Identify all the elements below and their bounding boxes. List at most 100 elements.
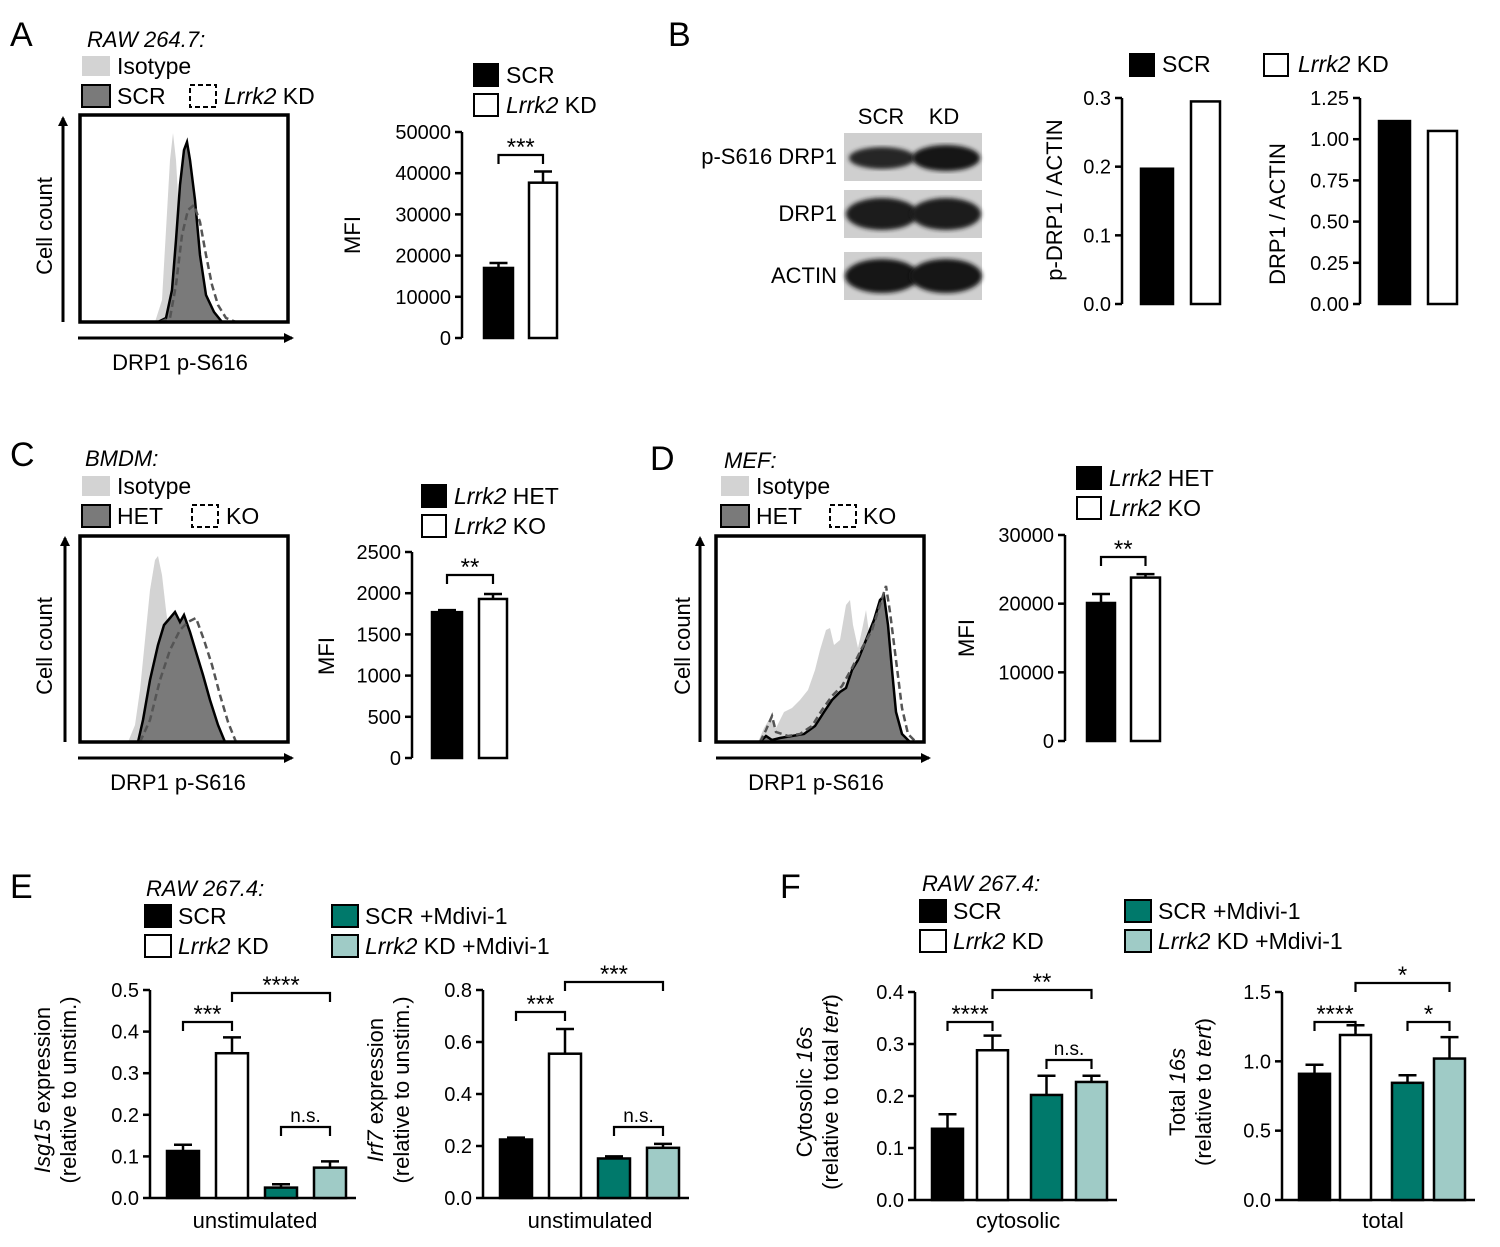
het-curve-d [716, 593, 914, 744]
legend-gene-a: Lrrk2 [224, 83, 277, 109]
x-axis-label: unstimulated [193, 1208, 318, 1233]
legend-label-het-d: HET [756, 503, 802, 529]
legend-text: HET [506, 483, 558, 509]
significance-label: *** [193, 1001, 221, 1028]
panel-e: E RAW 267.4: SCR Lrrk2 KD SCR +Mdivi-1 Lrrk… [10, 868, 689, 1233]
y-tick-label: 0.50 [1310, 212, 1349, 234]
bar [1074, 1080, 1109, 1202]
panel-letter-a: A [10, 16, 33, 54]
panel-a: A RAW 264.7: Isotype SCR Lrrk2 KD Cell c… [10, 16, 597, 375]
y-tick-label: 40000 [395, 163, 451, 185]
legend-gene-b: Lrrk2 [1298, 51, 1351, 77]
panel-letter-f: F [780, 868, 801, 906]
legend-label-het-c: HET [117, 503, 163, 529]
legend-kd-text-a: KD [283, 83, 315, 109]
y-axis-label-line1: Irf7 expression [363, 1018, 388, 1162]
cell-line-label-e: RAW 267.4: [146, 876, 264, 901]
significance-bracket [514, 1010, 567, 1021]
y-tick-label: 1.25 [1310, 88, 1349, 110]
y-tick-label: 0.4 [876, 982, 904, 1004]
significance-bracket [497, 153, 545, 164]
cell-line-label-f: RAW 267.4: [922, 871, 1040, 896]
y-tick-label: 0.8 [444, 980, 472, 1002]
y-label-gene: Irf7 [363, 1130, 388, 1163]
y-tick-label: 0.2 [876, 1086, 904, 1108]
legend-gene: Lrrk2 [1158, 928, 1211, 954]
legend-swatch [421, 484, 447, 508]
blot-band-drp1-kd [911, 198, 981, 230]
legend-gene: Lrrk2 [1109, 495, 1162, 521]
y-axis-label: Irf7 expression(relative to unstim.) [363, 996, 414, 1183]
y-tick-label: 1.5 [1243, 982, 1271, 1004]
cell-line-label-c: BMDM: [85, 446, 158, 471]
significance-label: *** [507, 134, 535, 161]
panel-b: B SCR KD p-S616 DRP1 DRP1 ACTIN SCR Lrrk… [668, 16, 1459, 316]
het-curve-c [80, 609, 227, 744]
legend-swatch-isotype-c [82, 476, 110, 496]
significance-label: n.s. [1054, 1039, 1085, 1060]
legend-swatch-scr-b [1129, 53, 1155, 77]
y-label-text: (relative to [1191, 1057, 1216, 1166]
significance-bracket [445, 573, 495, 584]
legend-swatch [473, 63, 499, 87]
y-tick-label: 50000 [395, 122, 451, 144]
y-axis-label: Cytosolic 16s(relative to total tert) [792, 994, 843, 1190]
y-tick-label: 0 [440, 328, 451, 350]
legend-label: SCR +Mdivi-1 [365, 903, 508, 929]
legend-gene: Lrrk2 [454, 483, 507, 509]
panel-letter-d: D [650, 440, 675, 478]
legend-swatch [331, 904, 359, 928]
western-blot-b: SCR KD p-S616 DRP1 DRP1 ACTIN [701, 104, 982, 300]
histogram-d: Cell count DRP1 p-S616 [670, 534, 931, 795]
bar [1377, 119, 1412, 306]
legend-swatch [421, 514, 447, 538]
significance-label: *** [600, 961, 628, 988]
bar [498, 1138, 534, 1200]
legend-swatch-ko-d [829, 504, 857, 528]
chart-b-drp1: 0.00 0.25 0.50 0.75 1.00 1.25 DRP1 / ACTIN [1265, 88, 1459, 316]
y-axis-label-line2: (relative to tert) [1191, 1018, 1216, 1166]
y-label-gene: Isg15 [30, 1119, 55, 1174]
ko-curve-c [138, 616, 238, 743]
bar [645, 1146, 681, 1200]
bar [312, 1166, 348, 1200]
legend-label: Lrrk2 KD +Mdivi-1 [365, 933, 550, 959]
legend-label-isotype-d: Isotype [756, 473, 830, 499]
bar [1432, 1057, 1467, 1202]
x-axis-label: cytosolic [976, 1208, 1060, 1233]
bar [527, 181, 559, 340]
legend-swatch [473, 93, 499, 117]
cell-line-label-d: MEF: [724, 448, 777, 473]
y-label-c: Cell count [32, 597, 57, 695]
y-label-gene: 16s [1165, 1048, 1190, 1083]
bar [430, 610, 464, 760]
significance-label: n.s. [290, 1106, 321, 1127]
significance-bracket [946, 1020, 994, 1031]
chart-e-irf7: 0.0 0.2 0.4 0.6 0.8 Irf7 expression(relative … [363, 961, 689, 1233]
legend-label: Lrrk2 HET [454, 483, 559, 509]
y-tick-label: 0.0 [1243, 1190, 1271, 1212]
significance-bracket [1406, 1020, 1451, 1031]
y-axis-label: MFI [340, 216, 365, 254]
legend-swatch-het-c [81, 504, 111, 528]
blot-band-actin-scr [845, 259, 919, 293]
y-label-text: Total [1165, 1083, 1190, 1136]
legend-swatch-scr-a [81, 84, 111, 108]
bar [1085, 601, 1117, 743]
isotype-curve-a [80, 133, 200, 322]
panel-letter-e: E [10, 868, 33, 906]
y-axis-label-line2: (relative to unstim.) [389, 996, 414, 1183]
legend-text: KD [558, 92, 596, 118]
legend-gene: Lrrk2 [506, 92, 559, 118]
y-tick-label: 0 [1043, 731, 1054, 753]
y-label-text: ) [818, 994, 843, 1001]
legend-label: SCR [953, 898, 1002, 924]
significance-bracket [1354, 981, 1451, 992]
y-tick-label: 1.00 [1310, 129, 1349, 151]
legend-label-kd-b: Lrrk2 KD [1298, 51, 1389, 77]
significance-label: * [1398, 962, 1407, 989]
bar [1426, 129, 1459, 306]
blot-row-label-pdrp1: p-S616 DRP1 [701, 144, 837, 169]
y-tick-label: 2000 [357, 583, 402, 605]
y-label-gene: 16s [792, 1027, 817, 1062]
